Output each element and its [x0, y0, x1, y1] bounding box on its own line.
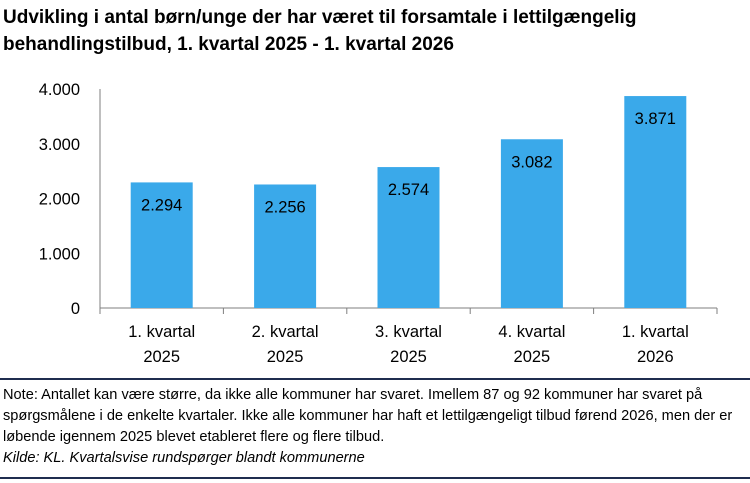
bar [624, 96, 687, 309]
note-block: Note: Antallet kan være større, da ikke … [3, 385, 747, 469]
y-tick-label: 1.000 [39, 245, 80, 263]
divider-top [0, 378, 750, 380]
x-tick-label: 2025 [390, 348, 427, 366]
x-tick-label: 2. kvartal [252, 323, 319, 341]
bar [377, 167, 440, 308]
x-tick-label: 2026 [637, 348, 674, 366]
data-label: 2.294 [141, 196, 182, 214]
data-label: 2.256 [264, 198, 305, 216]
y-tick-label: 2.000 [39, 191, 80, 209]
bar [130, 182, 193, 308]
data-label: 2.574 [388, 181, 429, 199]
x-tick-label: 2025 [143, 348, 180, 366]
x-tick-label: 3. kvartal [375, 323, 442, 341]
source-text: Kilde: KL. Kvartalsvise rundspørger blan… [3, 450, 365, 466]
data-label: 3.871 [635, 110, 676, 128]
x-tick-label: 1. kvartal [622, 323, 689, 341]
x-tick-label: 2025 [267, 348, 304, 366]
bar [500, 139, 563, 308]
y-tick-label: 0 [71, 300, 80, 318]
note-text: Note: Antallet kan være større, da ikke … [3, 387, 733, 445]
data-label: 3.082 [511, 153, 552, 171]
x-tick-label: 1. kvartal [128, 323, 195, 341]
x-tick-label: 4. kvartal [498, 323, 565, 341]
divider-bottom [0, 477, 750, 479]
y-tick-label: 3.000 [39, 136, 80, 154]
y-tick-label: 4.000 [39, 81, 80, 99]
bar-chart: 0 1.000 2.000 3.000 4.000 2.294 1. kvartal 2025… [39, 81, 718, 366]
x-tick-label: 2025 [514, 348, 551, 366]
bar [254, 184, 317, 308]
chart-title: Udvikling i antal børn/unge der har være… [3, 7, 637, 55]
